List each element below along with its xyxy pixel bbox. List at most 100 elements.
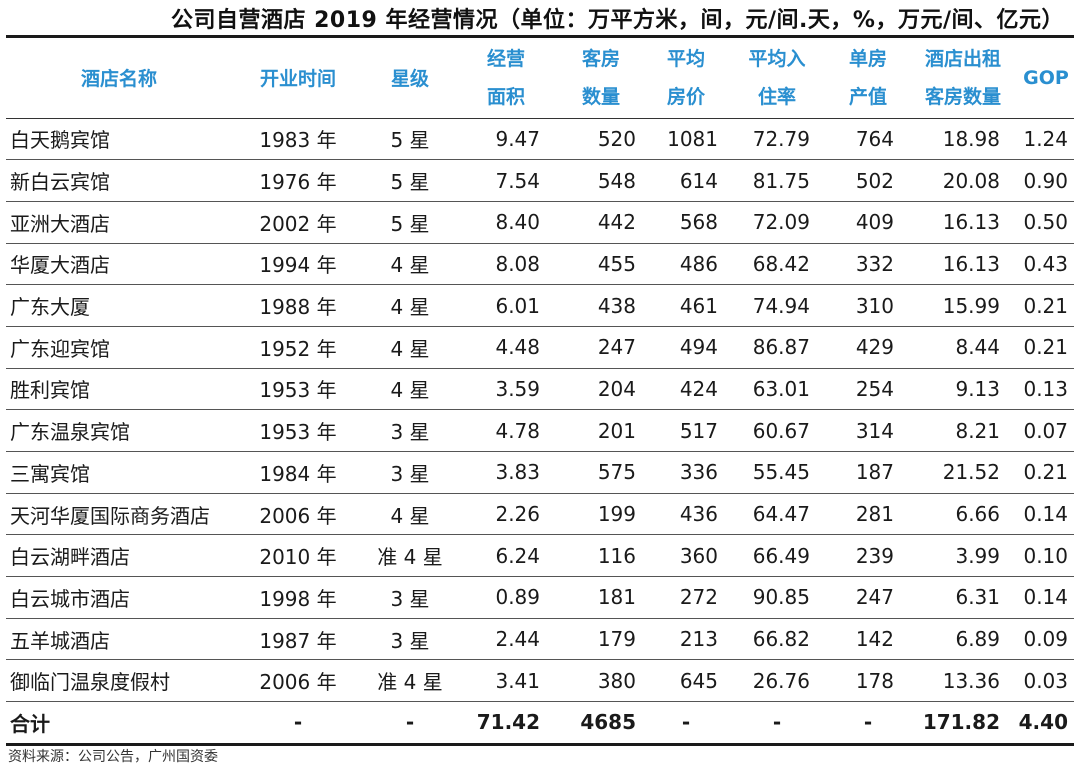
- cell-star-rating: 3 星: [390, 628, 430, 653]
- cell-room-productivity: 178: [855, 668, 894, 693]
- total-price: -: [681, 710, 691, 735]
- cell-hotel-name: 三寓宾馆: [10, 461, 90, 486]
- total-row: 合计 - - 71.42 4685 - - - 171.82 4.40: [6, 702, 1074, 743]
- table-row: 白天鹅宾馆 1983 年 5 星 9.47 520 1081 72.79 764 18.98 1.…: [6, 118, 1074, 160]
- cell-star-rating: 4 星: [390, 295, 430, 320]
- cell-star-rating: 4 星: [390, 253, 430, 278]
- cell-occupancy-rate: 86.87: [752, 335, 810, 360]
- cell-room-productivity: 142: [855, 627, 894, 652]
- cell-opening-time: 1994 年: [259, 253, 337, 278]
- cell-hotel-name: 白云城市酒店: [10, 586, 130, 611]
- cell-operating-area: 3.41: [495, 668, 540, 693]
- cell-room-productivity: 314: [855, 418, 894, 443]
- cell-operating-area: 6.01: [495, 293, 540, 318]
- cell-hotel-name: 天河华厦国际商务酒店: [10, 503, 210, 528]
- cell-occupancy-rate: 55.45: [752, 460, 810, 485]
- cell-opening-time: 1976 年: [259, 170, 337, 195]
- hotel-operations-table: 酒店名称 开业时间 星级 经营 面积 客房 数量 平均 房价 平均入 住率 单房 产值 酒…: [6, 38, 1074, 743]
- cell-gop: 0.21: [1023, 460, 1068, 485]
- cell-occupancy-rate: 63.01: [752, 376, 810, 401]
- header-room-productivity-line1: 单房: [848, 47, 887, 70]
- cell-opening-time: 1953 年: [259, 420, 337, 445]
- cell-gop: 0.14: [1023, 585, 1068, 610]
- header-row: 酒店名称 开业时间 星级 经营 面积 客房 数量 平均 房价 平均入 住率 单房 产值 酒…: [6, 38, 1074, 118]
- header-opening-time: 开业时间: [259, 68, 336, 91]
- cell-room-productivity: 502: [855, 168, 894, 193]
- cell-hotel-name: 华厦大酒店: [10, 253, 110, 278]
- cell-opening-time: 1998 年: [259, 586, 337, 611]
- cell-gop: 0.21: [1023, 335, 1068, 360]
- header-rented-rooms-line1: 酒店出租: [924, 47, 1001, 70]
- header-star-rating: 星级: [390, 68, 429, 91]
- total-label: 合计: [10, 711, 50, 736]
- cell-average-price: 461: [679, 293, 718, 318]
- cell-rented-rooms: 6.66: [955, 502, 1000, 527]
- cell-opening-time: 1984 年: [259, 461, 337, 486]
- cell-operating-area: 3.83: [495, 460, 540, 485]
- cell-opening-time: 2006 年: [259, 670, 337, 695]
- table-row: 白云湖畔酒店 2010 年 准 4 星 6.24 116 360 66.49 239 3.99 0…: [6, 535, 1074, 577]
- cell-average-price: 213: [679, 627, 718, 652]
- cell-room-count: 179: [597, 627, 636, 652]
- cell-rented-rooms: 16.13: [942, 210, 1000, 235]
- cell-rented-rooms: 16.13: [942, 251, 1000, 276]
- cell-star-rating: 5 星: [390, 211, 430, 236]
- total-productivity: -: [863, 710, 873, 735]
- header-room-count: 客房 数量: [556, 38, 646, 118]
- header-hotel-name: 酒店名称: [80, 68, 157, 91]
- table-row: 胜利宾馆 1953 年 4 星 3.59 204 424 63.01 254 9.13 0.13: [6, 368, 1074, 410]
- cell-gop: 0.43: [1023, 251, 1068, 276]
- cell-star-rating: 5 星: [390, 128, 430, 153]
- cell-gop: 0.09: [1023, 627, 1068, 652]
- source-note: 资料来源：公司公告，广州国资委: [8, 749, 218, 765]
- cell-hotel-name: 白天鹅宾馆: [10, 128, 110, 153]
- cell-hotel-name: 广东温泉宾馆: [10, 420, 130, 445]
- table-body: 白天鹅宾馆 1983 年 5 星 9.47 520 1081 72.79 764 18.98 1.…: [6, 118, 1074, 702]
- cell-average-price: 424: [679, 376, 718, 401]
- cell-operating-area: 6.24: [495, 543, 540, 568]
- cell-room-count: 247: [597, 335, 636, 360]
- cell-room-count: 204: [597, 376, 636, 401]
- cell-operating-area: 4.48: [495, 335, 540, 360]
- cell-occupancy-rate: 72.79: [752, 126, 810, 151]
- header-average-price-line2: 房价: [666, 85, 705, 108]
- cell-opening-time: 1953 年: [259, 378, 337, 403]
- cell-average-price: 336: [679, 460, 718, 485]
- header-operating-area-line1: 经营: [486, 47, 525, 70]
- cell-room-productivity: 429: [855, 335, 894, 360]
- cell-rented-rooms: 21.52: [942, 460, 1000, 485]
- header-occupancy-rate: 平均入 住率: [726, 38, 828, 118]
- cell-room-productivity: 187: [855, 460, 894, 485]
- cell-opening-time: 1952 年: [259, 336, 337, 361]
- cell-room-count: 548: [597, 168, 636, 193]
- cell-gop: 0.50: [1023, 210, 1068, 235]
- cell-room-productivity: 409: [855, 210, 894, 235]
- cell-room-productivity: 254: [855, 376, 894, 401]
- cell-occupancy-rate: 26.76: [752, 668, 810, 693]
- cell-rented-rooms: 20.08: [942, 168, 1000, 193]
- cell-opening-time: 1988 年: [259, 295, 337, 320]
- table-row: 天河华厦国际商务酒店 2006 年 4 星 2.26 199 436 64.47 281 6.6…: [6, 493, 1074, 535]
- cell-rented-rooms: 9.13: [955, 376, 1000, 401]
- cell-occupancy-rate: 66.49: [752, 543, 810, 568]
- cell-rented-rooms: 8.21: [955, 418, 1000, 443]
- cell-average-price: 614: [679, 168, 718, 193]
- cell-room-count: 201: [597, 418, 636, 443]
- total-area: 71.42: [476, 710, 540, 735]
- table-row: 新白云宾馆 1976 年 5 星 7.54 548 614 81.75 502 20.08 0.9…: [6, 160, 1074, 202]
- cell-hotel-name: 御临门温泉度假村: [10, 670, 170, 695]
- header-room-count-line1: 客房: [581, 47, 620, 70]
- cell-rented-rooms: 6.31: [955, 585, 1000, 610]
- bottom-rule: [6, 743, 1074, 746]
- cell-rented-rooms: 8.44: [955, 335, 1000, 360]
- cell-rented-rooms: 18.98: [942, 126, 1000, 151]
- cell-hotel-name: 广东迎宾馆: [10, 336, 110, 361]
- cell-average-price: 1081: [667, 126, 718, 151]
- cell-gop: 0.90: [1023, 168, 1068, 193]
- cell-occupancy-rate: 64.47: [752, 502, 810, 527]
- table-row: 广东迎宾馆 1952 年 4 星 4.48 247 494 86.87 429 8.44 0.21: [6, 326, 1074, 369]
- header-average-price: 平均 房价: [646, 38, 726, 118]
- total-opening: -: [293, 710, 303, 735]
- cell-operating-area: 8.40: [495, 210, 540, 235]
- cell-room-count: 520: [597, 126, 636, 151]
